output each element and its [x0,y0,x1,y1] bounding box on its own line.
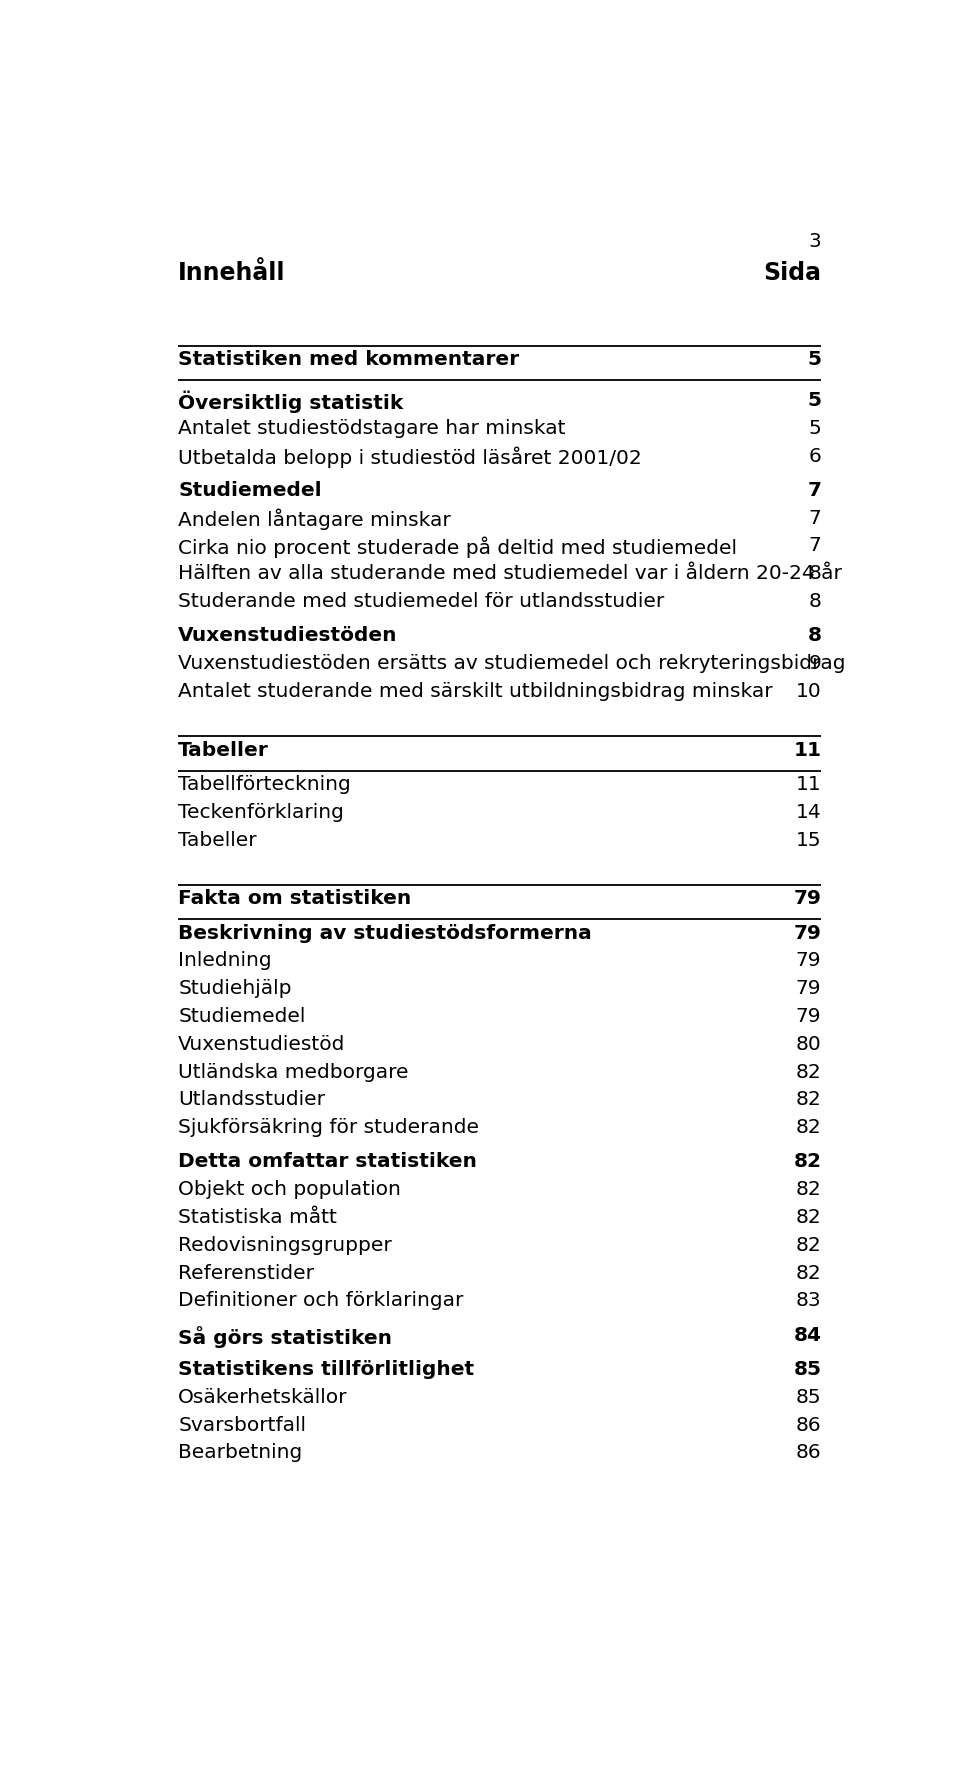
Text: Vuxenstudiestöden ersätts av studiemedel och rekryteringsbidrag: Vuxenstudiestöden ersätts av studiemedel… [179,654,846,673]
Text: Teckenförklaring: Teckenförklaring [179,802,344,822]
Text: Utbetalda belopp i studiestöd läsåret 2001/02: Utbetalda belopp i studiestöd läsåret 20… [179,446,642,468]
Text: Antalet studiestödstagare har minskat: Antalet studiestödstagare har minskat [179,418,565,438]
Text: 84: 84 [793,1325,822,1345]
Text: 79: 79 [796,979,822,998]
Text: 6: 6 [808,446,822,466]
Text: Svarsbortfall: Svarsbortfall [179,1416,306,1434]
Text: 7: 7 [808,536,822,555]
Text: Andelen låntagare minskar: Andelen låntagare minskar [179,509,451,530]
Text: 79: 79 [794,889,822,909]
Text: Beskrivning av studiestödsformerna: Beskrivning av studiestödsformerna [179,923,592,943]
Text: Studiemedel: Studiemedel [179,480,322,500]
Text: Statistiska mått: Statistiska mått [179,1207,337,1227]
Text: 82: 82 [793,1152,822,1172]
Text: Innehåll: Innehåll [179,261,286,284]
Text: 82: 82 [796,1181,822,1198]
Text: Statistiken med kommentarer: Statistiken med kommentarer [179,350,519,370]
Text: 79: 79 [796,952,822,970]
Text: Studiemedel: Studiemedel [179,1007,305,1025]
Text: 10: 10 [796,682,822,700]
Text: 7: 7 [807,480,822,500]
Text: Antalet studerande med särskilt utbildningsbidrag minskar: Antalet studerande med särskilt utbildni… [179,682,773,700]
Text: 5: 5 [808,418,822,438]
Text: 80: 80 [796,1034,822,1054]
Text: Utlandsstudier: Utlandsstudier [179,1091,325,1109]
Text: 3: 3 [808,232,822,250]
Text: 9: 9 [808,654,822,673]
Text: Objekt och population: Objekt och population [179,1181,401,1198]
Text: Osäkerhetskällor: Osäkerhetskällor [179,1388,348,1407]
Text: 11: 11 [793,741,822,759]
Text: Detta omfattar statistiken: Detta omfattar statistiken [179,1152,477,1172]
Text: Studiehjälp: Studiehjälp [179,979,292,998]
Text: Tabeller: Tabeller [179,830,256,850]
Text: 86: 86 [796,1416,822,1434]
Text: Utländska medborgare: Utländska medborgare [179,1063,409,1082]
Text: 79: 79 [796,1007,822,1025]
Text: 8: 8 [808,591,822,611]
Text: Referenstider: Referenstider [179,1264,314,1282]
Text: 82: 82 [796,1207,822,1227]
Text: Redovisningsgrupper: Redovisningsgrupper [179,1236,392,1256]
Text: Sjukförsäkring för studerande: Sjukförsäkring för studerande [179,1118,479,1138]
Text: Så görs statistiken: Så görs statistiken [179,1325,392,1348]
Text: Översiktlig statistik: Översiktlig statistik [179,391,403,413]
Text: Studerande med studiemedel för utlandsstudier: Studerande med studiemedel för utlandsst… [179,591,664,611]
Text: 8: 8 [807,627,822,645]
Text: 8: 8 [808,564,822,584]
Text: 85: 85 [793,1359,822,1379]
Text: Definitioner och förklaringar: Definitioner och förklaringar [179,1291,464,1311]
Text: Vuxenstudiestöden: Vuxenstudiestöden [179,627,397,645]
Text: 82: 82 [796,1236,822,1256]
Text: Tabellförteckning: Tabellförteckning [179,775,350,795]
Text: 83: 83 [796,1291,822,1311]
Text: 85: 85 [796,1388,822,1407]
Text: Tabeller: Tabeller [179,741,269,759]
Text: 5: 5 [807,391,822,411]
Text: 86: 86 [796,1443,822,1463]
Text: 5: 5 [807,350,822,370]
Text: Vuxenstudiestöd: Vuxenstudiestöd [179,1034,346,1054]
Text: 82: 82 [796,1063,822,1082]
Text: 11: 11 [796,775,822,795]
Text: Statistikens tillförlitlighet: Statistikens tillförlitlighet [179,1359,474,1379]
Text: 7: 7 [808,509,822,527]
Text: 14: 14 [796,802,822,822]
Text: Hälften av alla studerande med studiemedel var i åldern 20-24 år: Hälften av alla studerande med studiemed… [179,564,842,584]
Text: Cirka nio procent studerade på deltid med studiemedel: Cirka nio procent studerade på deltid me… [179,536,737,557]
Text: 15: 15 [796,830,822,850]
Text: Fakta om statistiken: Fakta om statistiken [179,889,412,909]
Text: Sida: Sida [763,261,822,284]
Text: 82: 82 [796,1264,822,1282]
Text: Inledning: Inledning [179,952,272,970]
Text: 82: 82 [796,1118,822,1138]
Text: Bearbetning: Bearbetning [179,1443,302,1463]
Text: 82: 82 [796,1091,822,1109]
Text: 79: 79 [794,923,822,943]
